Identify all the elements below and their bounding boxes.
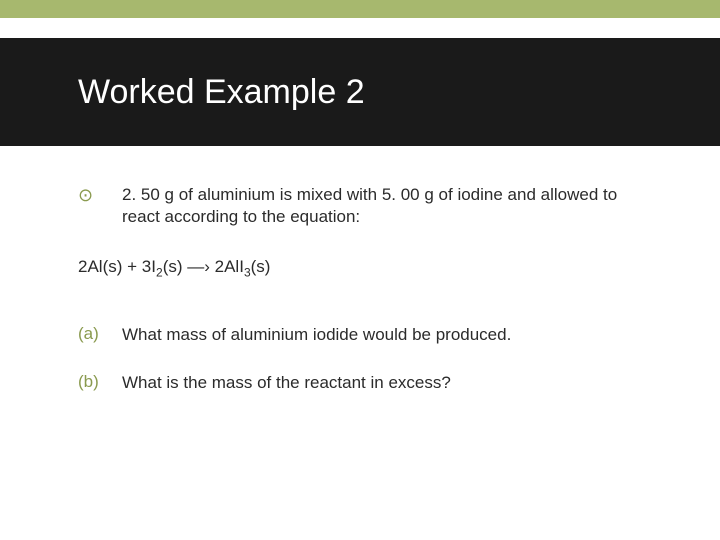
accent-stripe [0,0,720,18]
eq-lhs2-state: (s) [163,257,183,276]
eq-lhs2-coef: 3 [142,257,151,276]
eq-plus: + [122,257,141,276]
intro-text: 2. 50 g of aluminium is mixed with 5. 00… [122,184,642,228]
question-text-b: What is the mass of the reactant in exce… [122,372,451,394]
eq-rhs-sub: 3 [244,265,251,279]
eq-lhs1-body: Al(s) [87,257,122,276]
question-row: (a) What mass of aluminium iodide would … [78,324,642,346]
eq-rhs-coef: 2 [215,257,224,276]
eq-rhs-base: AlI [224,257,244,276]
eq-rhs-state: (s) [251,257,271,276]
eq-lhs2-sub: 2 [156,265,163,279]
bullet-icon: ⊙ [78,184,122,206]
question-label-b: (b) [78,372,122,392]
slide-title: Worked Example 2 [78,73,365,112]
question-label-a: (a) [78,324,122,344]
intro-row: ⊙ 2. 50 g of aluminium is mixed with 5. … [78,184,642,228]
top-gap [0,18,720,38]
equation: 2Al(s) + 3I2(s) —› 2AlI3(s) [78,256,642,278]
question-text-a: What mass of aluminium iodide would be p… [122,324,511,346]
content-area: ⊙ 2. 50 g of aluminium is mixed with 5. … [0,146,720,394]
question-row: (b) What is the mass of the reactant in … [78,372,642,394]
eq-arrow: —› [183,257,215,276]
title-bar: Worked Example 2 [0,38,720,146]
